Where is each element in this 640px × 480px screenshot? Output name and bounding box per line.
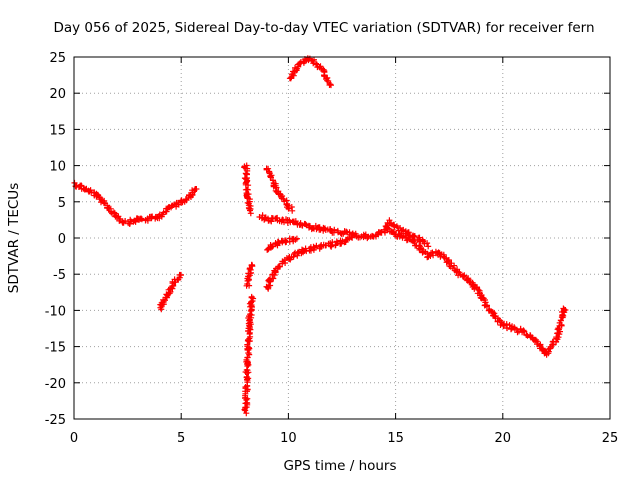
marker-cloud (264, 235, 300, 253)
series-arc-j (286, 55, 334, 89)
x-tick-label: 15 (387, 431, 404, 446)
data-series (71, 55, 569, 417)
series-arc-a (71, 179, 200, 227)
series-arc-e (243, 261, 256, 289)
marker-cloud (286, 55, 334, 89)
y-tick-label: -5 (53, 268, 66, 283)
series-arc-d (241, 293, 257, 417)
series-arc-k (382, 223, 569, 358)
grid (74, 57, 610, 419)
y-tick-label: -15 (45, 341, 66, 356)
series-arc-i (263, 234, 356, 292)
y-tick-label: 5 (58, 196, 66, 211)
x-tick-label: 0 (70, 431, 78, 446)
y-axis-label: SDTVAR / TECUs (6, 183, 22, 293)
chart-title: Day 056 of 2025, Sidereal Day-to-day VTE… (53, 20, 594, 36)
x-tick-label: 10 (280, 431, 297, 446)
marker-cloud (157, 271, 184, 313)
x-tick-label: 25 (602, 431, 619, 446)
marker-cloud (71, 179, 200, 227)
series-arc-g (256, 212, 432, 250)
y-tick-label: 25 (49, 51, 66, 66)
y-tick-label: 15 (49, 123, 66, 138)
y-tick-label: 20 (49, 87, 66, 102)
y-tick-label: -10 (45, 304, 66, 319)
axis-ticks: 0 5 10 15 20 25 25 20 15 10 5 0 -5 -10 -15 -20 -25 (45, 51, 619, 446)
marker-cloud (382, 223, 569, 358)
marker-cloud (263, 234, 356, 292)
series-arc-b (157, 271, 184, 313)
x-tick-label: 5 (177, 431, 185, 446)
marker-cloud (263, 165, 296, 214)
marker-cloud (243, 261, 256, 289)
y-tick-label: -25 (45, 413, 66, 428)
y-tick-label: 10 (49, 160, 66, 175)
x-axis-label: GPS time / hours (283, 458, 396, 474)
y-tick-label: 0 (58, 232, 66, 247)
series-arc-c (241, 162, 254, 217)
marker-cloud (241, 162, 254, 217)
marker-cloud (241, 293, 257, 417)
x-tick-label: 20 (495, 431, 512, 446)
series-arc-h (264, 235, 300, 253)
series-arc-f (263, 165, 296, 214)
marker-cloud (256, 212, 432, 250)
y-tick-label: -20 (45, 377, 66, 392)
